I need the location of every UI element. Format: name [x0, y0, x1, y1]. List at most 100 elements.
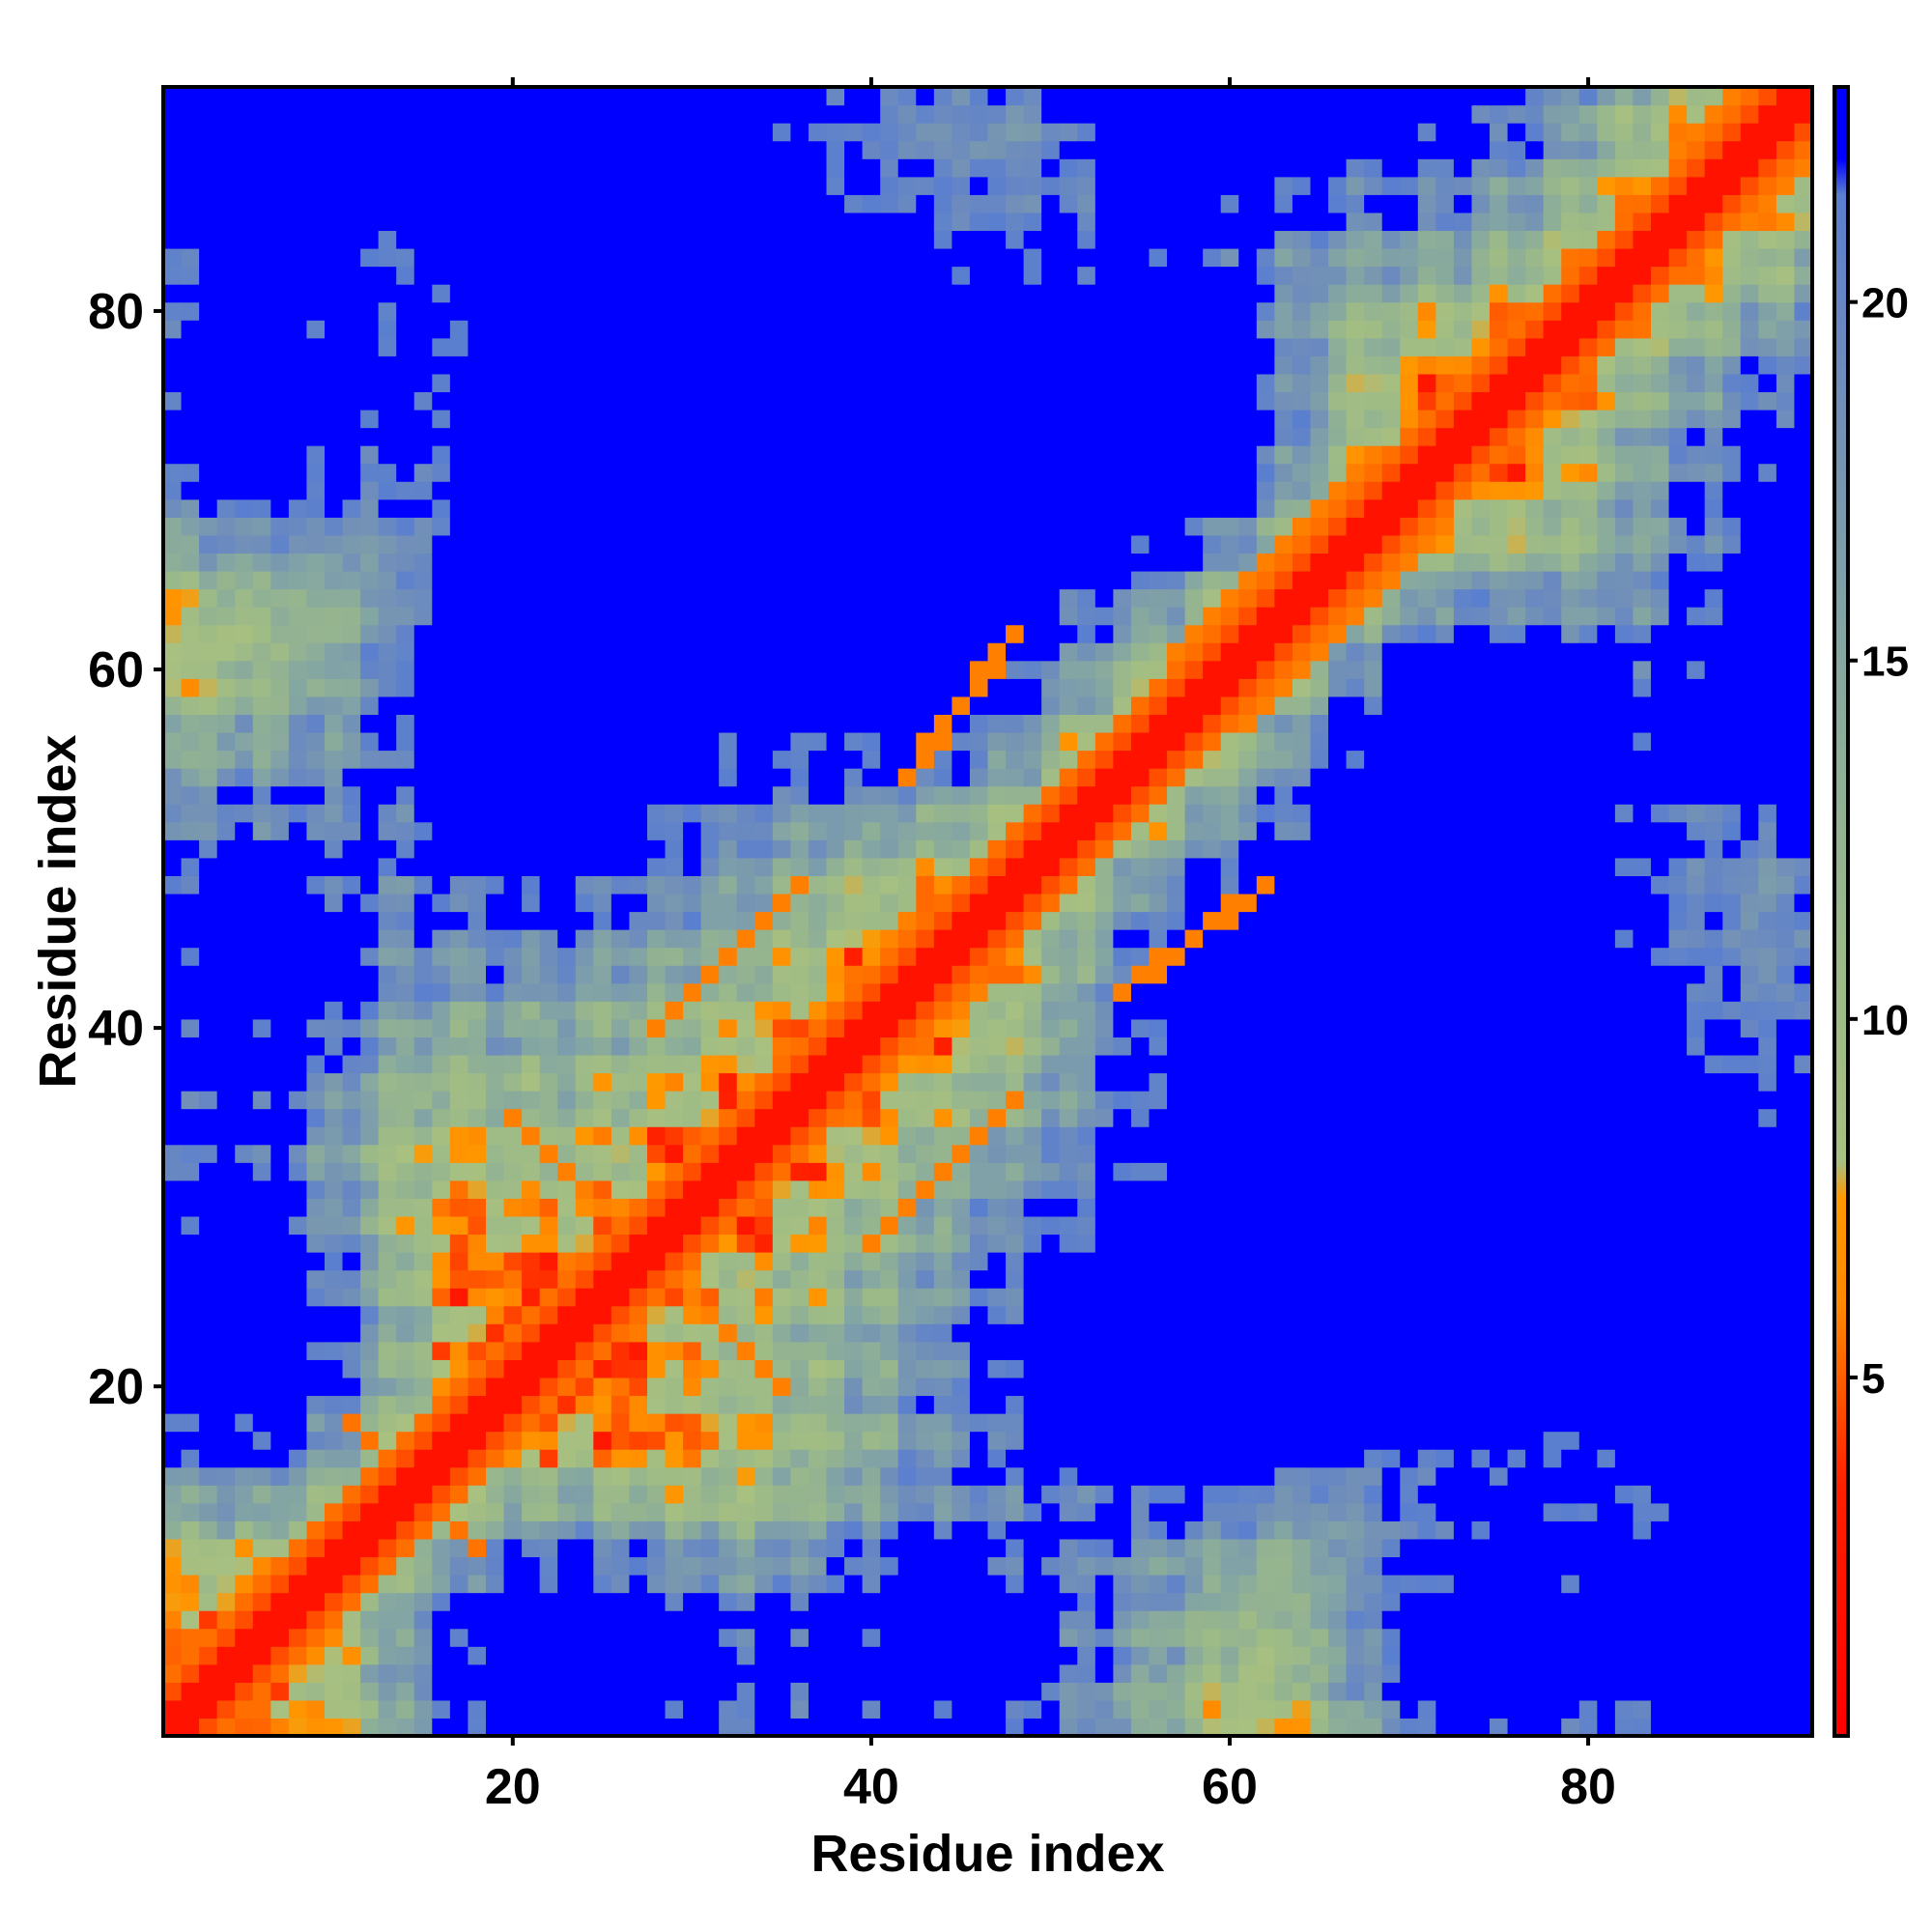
heatmap-cell — [1059, 570, 1078, 590]
heatmap-cell — [700, 1091, 720, 1110]
heatmap-cell — [503, 445, 523, 465]
heatmap-cell — [413, 731, 433, 752]
heatmap-cell — [790, 1179, 810, 1199]
heatmap-cell — [719, 445, 738, 465]
heatmap-cell — [270, 1359, 290, 1378]
heatmap-cell — [754, 875, 774, 895]
heatmap-cell — [933, 1001, 952, 1020]
heatmap-cell — [575, 1449, 594, 1468]
heatmap-cell — [969, 570, 989, 590]
heatmap-cell — [736, 87, 755, 106]
heatmap-cell — [1041, 498, 1061, 518]
heatmap-cell — [862, 1215, 881, 1236]
heatmap-cell — [754, 534, 774, 554]
heatmap-cell — [952, 607, 971, 626]
heatmap-cell — [324, 445, 344, 465]
heatmap-cell — [719, 1610, 738, 1630]
heatmap-cell — [916, 1592, 935, 1611]
heatmap-cell — [897, 1502, 917, 1521]
heatmap-cell — [216, 1126, 236, 1146]
heatmap-cell — [360, 1449, 380, 1468]
heatmap-cell — [575, 104, 594, 124]
heatmap-cell — [235, 517, 254, 536]
heatmap-cell — [378, 1413, 397, 1433]
heatmap-cell — [862, 1556, 881, 1576]
heatmap-cell — [449, 498, 469, 518]
heatmap-cell — [880, 714, 899, 733]
heatmap-cell — [270, 731, 290, 752]
heatmap-cell — [700, 498, 720, 518]
heatmap-cell — [916, 337, 935, 356]
heatmap-cell — [306, 607, 326, 626]
heatmap-cell — [503, 1718, 523, 1737]
heatmap-cell — [235, 1054, 254, 1074]
heatmap-cell — [324, 1699, 344, 1719]
heatmap-cell — [539, 768, 558, 787]
heatmap-cell — [987, 642, 1007, 662]
heatmap-cell — [449, 1431, 469, 1450]
heatmap-cell — [844, 1252, 864, 1271]
heatmap-cell — [378, 1001, 397, 1020]
heatmap-cell — [306, 284, 326, 303]
heatmap-cell — [252, 1431, 271, 1450]
heatmap-cell — [700, 373, 720, 393]
heatmap-cell — [324, 929, 344, 949]
heatmap-cell — [270, 1215, 290, 1236]
heatmap-cell — [1023, 947, 1042, 966]
heatmap-cell — [646, 1538, 667, 1558]
heatmap-cell — [933, 1144, 952, 1163]
heatmap-cell — [1041, 123, 1061, 142]
heatmap-cell — [826, 481, 845, 500]
heatmap-cell — [235, 1575, 254, 1594]
heatmap-cell — [772, 158, 791, 178]
heatmap-cell — [235, 1556, 254, 1576]
heatmap-cell — [522, 1323, 541, 1343]
heatmap-cell — [772, 570, 791, 590]
heatmap-cell — [808, 929, 828, 949]
heatmap-cell — [808, 839, 828, 859]
heatmap-cell — [199, 678, 218, 697]
heatmap-cell — [665, 463, 684, 482]
heatmap-cell — [503, 373, 523, 393]
heatmap-cell — [522, 123, 541, 142]
heatmap-cell — [539, 1449, 558, 1468]
heatmap-cell — [629, 804, 648, 823]
heatmap-cell — [1023, 373, 1042, 393]
heatmap-cell — [1077, 284, 1096, 303]
heatmap-cell — [736, 731, 755, 752]
heatmap-cell — [629, 1126, 648, 1146]
heatmap-cell — [593, 1198, 612, 1217]
heatmap-cell — [181, 104, 200, 124]
heatmap-cell — [413, 1037, 433, 1056]
heatmap-cell — [969, 337, 989, 356]
heatmap-cell — [772, 284, 791, 303]
heatmap-cell — [270, 176, 290, 195]
heatmap-cell — [163, 1502, 183, 1521]
heatmap-cell — [611, 1628, 631, 1647]
heatmap-cell — [719, 1108, 738, 1127]
heatmap-cell — [683, 1359, 702, 1378]
heatmap-cell — [808, 965, 828, 984]
heatmap-cell — [1077, 660, 1096, 679]
heatmap-cell — [683, 1072, 702, 1092]
heatmap-cell — [468, 588, 487, 608]
heatmap-cell — [503, 893, 523, 913]
heatmap-cell — [1059, 212, 1078, 232]
heatmap-cell — [1023, 1556, 1042, 1576]
heatmap-cell — [933, 1198, 952, 1217]
heatmap-cell — [683, 624, 702, 643]
heatmap-cell — [665, 1305, 684, 1324]
heatmap-cell — [700, 463, 720, 482]
heatmap-cell — [629, 1341, 648, 1360]
heatmap-cell — [503, 1305, 523, 1324]
heatmap-cell — [360, 875, 380, 895]
heatmap-cell — [897, 230, 917, 249]
heatmap-cell — [216, 1663, 236, 1683]
heatmap-cell — [880, 463, 899, 482]
heatmap-cell — [646, 194, 667, 213]
heatmap-cell — [826, 247, 845, 268]
heatmap-cell — [844, 87, 864, 106]
heatmap-cell — [181, 696, 200, 715]
heatmap-cell — [1077, 1431, 1096, 1450]
heatmap-cell — [1077, 1144, 1096, 1163]
